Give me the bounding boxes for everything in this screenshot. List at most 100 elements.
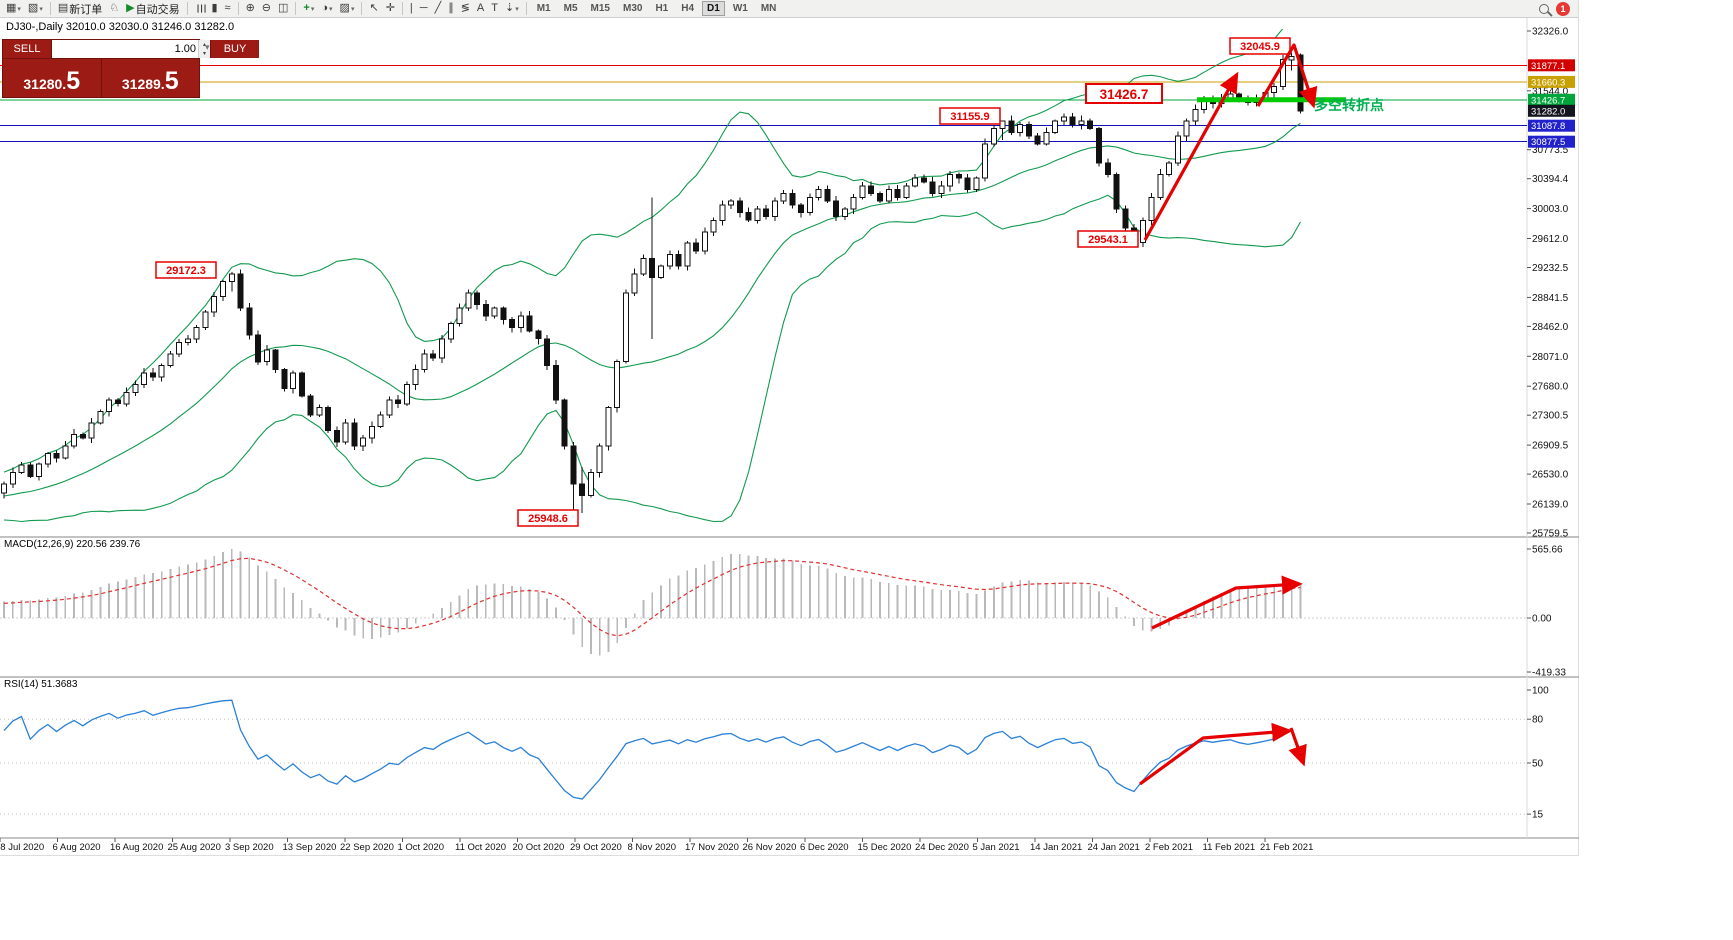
new-order-button[interactable]: ▤ 新订单 xyxy=(55,1,105,17)
expert-advisors-button[interactable]: ♘ xyxy=(106,1,122,17)
label-tool-button[interactable]: T xyxy=(488,1,501,17)
vertical-line-tool-button[interactable]: | xyxy=(407,1,416,17)
profiles-icon: ▧ xyxy=(27,2,39,14)
svg-text:31155.9: 31155.9 xyxy=(950,111,989,123)
price-axis[interactable]: 32326.0 31544.0 30773.5 30394.4 30003.0 29612… xyxy=(1527,27,1569,540)
macd-signal-line xyxy=(3,557,1301,637)
sell-price[interactable]: 31280. 5 xyxy=(3,59,101,97)
svg-text:28 Jul 2020: 28 Jul 2020 xyxy=(0,842,44,853)
bar-chart-button[interactable]: ☰ xyxy=(192,1,208,17)
toolbar: ▦ ▾ ▧ ▾ ▤ 新订单 ♘ ▶ 自动交易 ☰ ▮ ≈ ⊕ ⊖ ◫ + ▾ ◑ ▾ ▨ ▾ … xyxy=(0,0,1578,18)
svg-text:29 Oct 2020: 29 Oct 2020 xyxy=(570,842,622,853)
svg-text:30003.0: 30003.0 xyxy=(1532,204,1569,215)
timeframe-m5-button[interactable]: M5 xyxy=(559,1,583,16)
svg-text:28071.0: 28071.0 xyxy=(1532,352,1569,363)
new-chart-button[interactable]: ▦ ▾ xyxy=(3,1,24,17)
one-click-prices: 31280. 5 31289. 5 xyxy=(3,59,199,97)
candlestick-chart-button[interactable]: ▮ xyxy=(208,1,220,17)
time-axis[interactable]: 28 Jul 2020 6 Aug 2020 16 Aug 2020 25 Aug 2… xyxy=(0,838,1313,853)
svg-text:29612.0: 29612.0 xyxy=(1532,234,1569,245)
svg-text:50: 50 xyxy=(1532,759,1544,770)
svg-text:24 Jan 2021: 24 Jan 2021 xyxy=(1088,842,1140,853)
zoom-out-button[interactable]: ⊖ xyxy=(259,1,274,17)
indicators-button[interactable]: + ▾ xyxy=(300,1,317,17)
timeframe-d1-button[interactable]: D1 xyxy=(702,1,725,16)
svg-text:6 Dec 2020: 6 Dec 2020 xyxy=(800,842,849,853)
vertical-line-icon: | xyxy=(409,2,413,14)
chevron-down-icon: ▾ xyxy=(310,5,315,13)
autotrade-button[interactable]: ▶ 自动交易 xyxy=(123,1,182,17)
profiles-button[interactable]: ▧ ▾ xyxy=(25,1,46,17)
one-click-collapse-caret[interactable]: ▾ xyxy=(205,42,210,52)
svg-text:30394.4: 30394.4 xyxy=(1532,174,1569,185)
svg-text:31544.0: 31544.0 xyxy=(1532,86,1569,97)
timeframe-w1-button[interactable]: W1 xyxy=(728,1,753,16)
mt4-window: ▦ ▾ ▧ ▾ ▤ 新订单 ♘ ▶ 自动交易 ☰ ▮ ≈ ⊕ ⊖ ◫ + ▾ ◑ ▾ ▨ ▾ … xyxy=(0,0,1579,856)
timeframe-m30-button[interactable]: M30 xyxy=(618,1,647,16)
periods-button[interactable]: ◑ ▾ xyxy=(318,1,335,17)
crosshair-button[interactable]: ✛ xyxy=(383,1,398,17)
notification-badge[interactable]: 1 xyxy=(1556,1,1570,16)
svg-text:30877.5: 30877.5 xyxy=(1531,137,1565,148)
text-tool-button[interactable]: A xyxy=(474,1,487,17)
add-indicator-icon: + xyxy=(303,2,310,14)
svg-text:31282.0: 31282.0 xyxy=(1531,106,1565,117)
svg-text:15 Dec 2020: 15 Dec 2020 xyxy=(858,842,912,853)
line-chart-button[interactable]: ≈ xyxy=(222,1,234,17)
sell-button[interactable]: SELL xyxy=(3,40,51,58)
new-order-label: 新订单 xyxy=(69,3,103,16)
chart-title: DJ30-,Daily 32010.0 32030.0 31246.0 3128… xyxy=(6,21,235,33)
volume-down-button[interactable]: ▾ xyxy=(199,49,210,58)
sell-price-big: 5 xyxy=(66,66,81,95)
channel-icon: ∥ xyxy=(448,2,454,14)
price-callouts[interactable]: 29172.3 25948.6 31155.9 29543.1 31426.7 32045… xyxy=(155,37,1291,527)
svg-text:6 Aug 2020: 6 Aug 2020 xyxy=(53,842,101,853)
cursor-button[interactable]: ↖ xyxy=(366,1,381,17)
buy-price-main: 31289. xyxy=(121,75,165,92)
svg-text:14 Jan 2021: 14 Jan 2021 xyxy=(1030,842,1082,853)
svg-text:565.66: 565.66 xyxy=(1532,545,1563,556)
chart-canvas[interactable]: 32326.0 31544.0 30773.5 30394.4 30003.0 29612… xyxy=(0,18,1579,855)
autotrade-label: 自动交易 xyxy=(135,3,180,16)
templates-button[interactable]: ▨ ▾ xyxy=(337,1,358,17)
svg-text:17 Nov 2020: 17 Nov 2020 xyxy=(685,842,739,853)
svg-text:29543.1: 29543.1 xyxy=(1088,234,1128,246)
svg-text:26530.0: 26530.0 xyxy=(1532,470,1569,481)
one-click-top-row: SELL ▴ ▾ BUY xyxy=(3,40,259,59)
timeframe-mn-button[interactable]: MN xyxy=(756,1,782,16)
chevron-down-icon: ▾ xyxy=(17,5,21,13)
chevron-down-icon: ▾ xyxy=(515,5,519,13)
timeframe-h1-button[interactable]: H1 xyxy=(650,1,673,16)
timeframe-m15-button[interactable]: M15 xyxy=(586,1,615,16)
svg-text:30773.5: 30773.5 xyxy=(1532,145,1569,156)
horizontal-line-icon: ─ xyxy=(419,2,428,14)
tile-windows-button[interactable]: ◫ xyxy=(275,1,291,17)
annotation-arrows[interactable] xyxy=(1139,43,1318,786)
toolbar-separator xyxy=(295,2,297,15)
arrows-tool-button[interactable]: ⇣ ▾ xyxy=(502,1,522,17)
buy-price[interactable]: 31289. 5 xyxy=(100,59,200,97)
trendline-tool-button[interactable]: ╱ xyxy=(432,1,445,17)
search-icon[interactable] xyxy=(1539,3,1553,17)
svg-text:31087.8: 31087.8 xyxy=(1531,121,1565,132)
fibonacci-tool-button[interactable]: ≶ xyxy=(458,1,473,17)
svg-text:3 Sep 2020: 3 Sep 2020 xyxy=(225,842,274,853)
channel-tool-button[interactable]: ∥ xyxy=(445,1,457,17)
svg-text:100: 100 xyxy=(1532,686,1549,697)
volume-field: ▴ ▾ xyxy=(51,40,211,58)
timeframe-m1-button[interactable]: M1 xyxy=(532,1,556,16)
buy-button[interactable]: BUY xyxy=(211,40,259,58)
volume-input[interactable] xyxy=(52,40,198,58)
rsi-indicator-label: RSI(14) 51.3683 xyxy=(4,679,78,690)
search-icon-handle xyxy=(1547,11,1553,17)
toolbar-separator xyxy=(525,2,527,15)
svg-text:24 Dec 2020: 24 Dec 2020 xyxy=(915,842,969,853)
timeframe-h4-button[interactable]: H4 xyxy=(676,1,699,16)
svg-text:80: 80 xyxy=(1532,715,1544,726)
horizontal-line-tool-button[interactable]: ─ xyxy=(417,1,431,17)
new-chart-icon: ▦ xyxy=(6,2,17,14)
volume-up-button[interactable]: ▴ xyxy=(199,40,210,49)
zoom-in-button[interactable]: ⊕ xyxy=(243,1,258,17)
pivot-text[interactable]: 多空转折点 xyxy=(1314,97,1384,113)
